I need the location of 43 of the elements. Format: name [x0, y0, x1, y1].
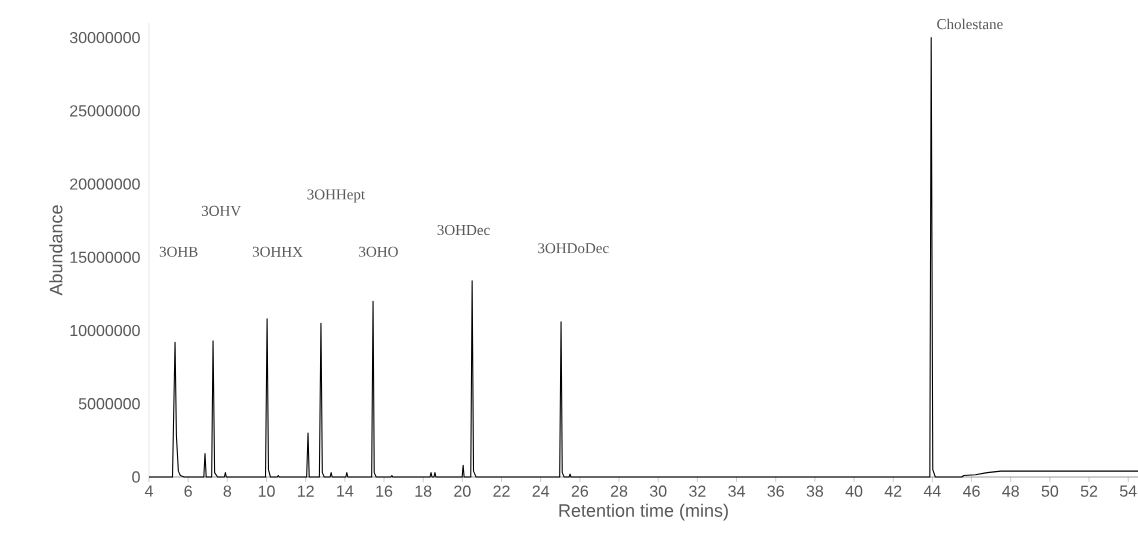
x-tick-label: 24 — [532, 485, 550, 497]
x-tick-label: 34 — [728, 485, 745, 497]
x-tick-label: 26 — [571, 485, 589, 497]
x-tick-label: 46 — [963, 485, 980, 497]
x-tick-label: 32 — [689, 485, 706, 497]
x-tick-label: 12 — [298, 485, 314, 497]
x-tick-label: 44 — [923, 485, 941, 497]
annotation: 3OHDoDec — [538, 243, 609, 254]
annotation: 3OHV — [201, 205, 242, 217]
x-tick-label: 10 — [258, 485, 275, 497]
x-tick-label: 40 — [845, 485, 863, 497]
x-tick-label: 18 — [415, 485, 432, 497]
annotation: 3OHDec — [437, 224, 490, 236]
annotation: 3OHHept — [307, 189, 365, 203]
annotation: 3OHB — [159, 246, 198, 257]
y-tick-label: 10000000 — [70, 324, 140, 337]
x-tick-label: 20 — [454, 485, 471, 497]
y-tick-label: 0 — [132, 471, 140, 483]
y-tick-label: 15000000 — [70, 251, 140, 263]
annotation: Cholestane — [937, 18, 1003, 30]
x-tick-label: 28 — [610, 485, 628, 497]
y-tick-label: 5000000 — [78, 398, 140, 410]
x-axis-title: Retention time (mins) — [559, 503, 728, 521]
y-tick-label: 20000000 — [70, 178, 140, 190]
x-tick-label: 50 — [1041, 485, 1059, 497]
x-tick-label: 38 — [806, 485, 824, 497]
x-tick-label: 16 — [376, 485, 393, 497]
x-tick-label: 6 — [184, 485, 192, 497]
y-axis-title: Abundance — [49, 205, 63, 296]
x-tick-label: 48 — [1002, 485, 1019, 497]
y-tick-label: 30000000 — [69, 31, 140, 44]
annotation: 3OHO — [359, 246, 398, 257]
x-tick-label: 4 — [144, 485, 153, 497]
x-tick-label: 22 — [493, 485, 510, 497]
x-tick-label: 14 — [337, 485, 354, 497]
x-tick-label: 30 — [649, 485, 667, 497]
x-tick-label: 42 — [884, 485, 902, 497]
x-tick-label: 52 — [1080, 485, 1098, 497]
y-tick-label: 25000000 — [70, 105, 140, 117]
x-tick-label: 54 — [1119, 485, 1137, 497]
x-tick-label: 36 — [767, 485, 784, 497]
annotation: 3OHHX — [252, 246, 303, 257]
x-tick-label: 8 — [223, 485, 232, 497]
